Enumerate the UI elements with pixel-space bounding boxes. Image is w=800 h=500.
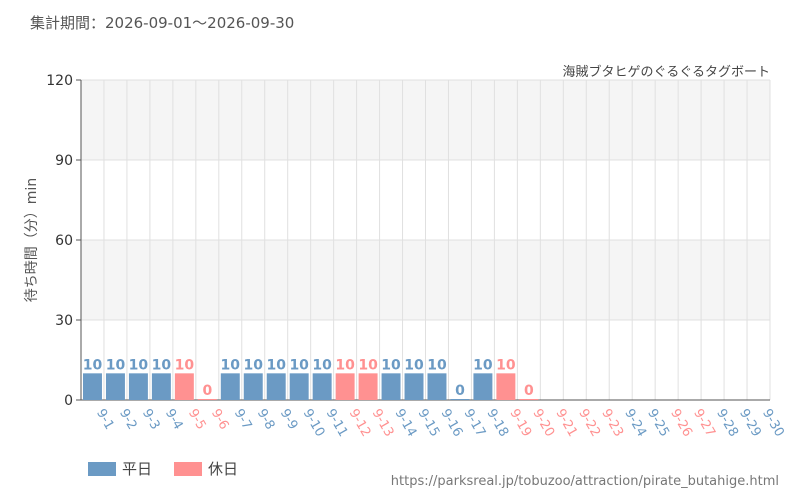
x-tick-label: 9-9 [277, 407, 301, 433]
bar [473, 373, 493, 400]
y-tick-label: 30 [55, 313, 73, 329]
x-tick-label: 9-3 [139, 407, 163, 433]
bar [312, 373, 332, 400]
legend: 平日 休日 [88, 458, 260, 479]
bar [243, 373, 263, 400]
bar [450, 399, 470, 400]
bar [358, 373, 378, 400]
x-tick-label: 9-15 [415, 407, 443, 440]
bar-value-label: 10 [427, 357, 447, 373]
bar [266, 373, 286, 400]
bar-value-label: 10 [381, 357, 401, 373]
x-tick-label: 9-28 [713, 407, 741, 440]
bar [427, 373, 447, 400]
x-tick-label: 9-7 [231, 407, 255, 433]
bar-value-label: 10 [152, 357, 172, 373]
x-tick-label: 9-17 [460, 407, 488, 440]
bar-value-label: 10 [496, 357, 516, 373]
legend-item-weekday: 平日 [88, 458, 152, 479]
x-tick-label: 9-18 [483, 407, 511, 440]
bar-value-label: 10 [335, 357, 355, 373]
chart-title: 海賊ブタヒゲのぐるぐるタグボート [562, 65, 770, 80]
legend-weekday-label: 平日 [122, 460, 153, 478]
legend-item-holiday: 休日 [174, 458, 238, 479]
bar [496, 373, 516, 400]
bar-value-label: 0 [202, 383, 212, 399]
bar-value-label: 10 [404, 357, 424, 373]
x-tick-label: 9-13 [369, 407, 397, 440]
bar-value-label: 10 [266, 357, 286, 373]
bar [83, 373, 102, 400]
x-tick-label: 9-12 [346, 407, 374, 440]
x-tick-label: 9-1 [93, 407, 117, 433]
holiday-swatch [174, 461, 203, 476]
bar-value-label: 10 [129, 357, 149, 373]
bar-value-label: 10 [83, 357, 103, 373]
bar-value-label: 0 [524, 383, 534, 399]
bar [220, 373, 240, 400]
y-tick-label: 120 [46, 73, 73, 89]
bar [381, 373, 401, 400]
bar [335, 373, 355, 400]
x-tick-label: 9-5 [185, 407, 209, 433]
legend-holiday-label: 休日 [208, 460, 239, 478]
x-tick-label: 9-30 [759, 407, 787, 440]
x-tick-label: 9-24 [621, 407, 649, 440]
x-tick-label: 9-25 [644, 407, 672, 440]
bar [404, 373, 424, 400]
y-tick-label: 60 [55, 233, 73, 249]
x-tick-label: 9-16 [438, 407, 466, 440]
x-tick-label: 9-11 [323, 407, 351, 440]
source-url[interactable]: https://parksreal.jp/tobuzoo/attraction/… [390, 474, 779, 489]
bar-value-label: 10 [221, 357, 241, 373]
y-tick-label: 0 [64, 393, 73, 409]
y-axis-label: 待ち時間（分）min [24, 178, 40, 302]
x-tick-label: 9-27 [690, 407, 718, 440]
x-tick-label: 9-2 [116, 407, 140, 433]
bar-value-label: 10 [473, 357, 493, 373]
x-tick-label: 9-23 [598, 407, 626, 440]
x-tick-label: 9-19 [506, 407, 534, 440]
bar [128, 373, 148, 400]
bar [289, 373, 309, 400]
bar [151, 373, 171, 400]
bar-value-label: 10 [289, 357, 309, 373]
x-tick-label: 9-20 [529, 407, 557, 440]
y-tick-label: 90 [55, 153, 73, 169]
bar-value-label: 10 [244, 357, 264, 373]
collection-period: 集計期間：2026-09-01〜2026-09-30 [30, 14, 295, 32]
bar [174, 373, 194, 400]
bar [105, 373, 125, 400]
x-tick-label: 9-29 [736, 407, 764, 440]
bar [197, 399, 217, 400]
bar-value-label: 10 [312, 357, 332, 373]
weekday-swatch [88, 461, 116, 476]
x-tick-label: 9-8 [254, 407, 278, 433]
x-tick-label: 9-6 [208, 407, 232, 433]
x-tick-label: 9-14 [392, 407, 420, 440]
x-tick-label: 9-22 [575, 407, 603, 440]
x-tick-label: 9-10 [300, 407, 328, 440]
x-tick-label: 9-21 [552, 407, 580, 440]
x-tick-label: 9-26 [667, 407, 695, 440]
bar-value-label: 0 [455, 383, 465, 399]
bar-value-label: 10 [358, 357, 378, 373]
bar-value-label: 10 [175, 357, 195, 373]
bar [519, 399, 539, 400]
bar-value-label: 10 [106, 357, 126, 373]
x-tick-label: 9-4 [162, 407, 186, 433]
